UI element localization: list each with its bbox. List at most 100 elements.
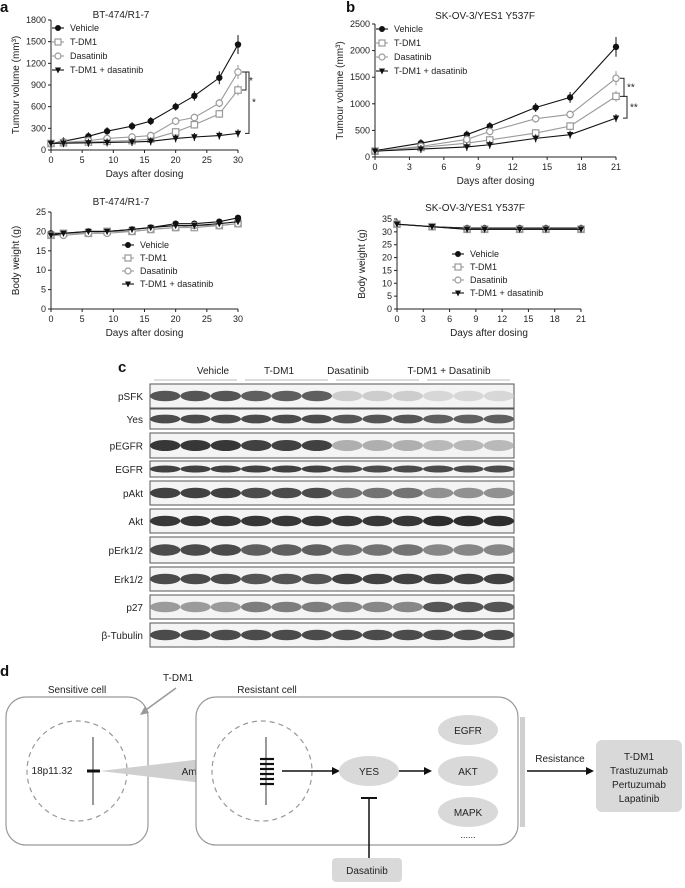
marker-triangle-down [379,68,385,75]
marker-circle-filled [455,251,461,257]
blot-band [240,544,272,556]
legend-label: T-DM1 + dasatinib [70,65,143,75]
chart-title: BT-474/R1-7 [93,10,150,21]
y-tick-label: 35 [382,214,392,224]
blot-row-label: Akt [129,517,144,528]
y-tick-label: 5 [41,285,46,295]
y-tick-label: 0 [41,304,46,314]
blot-band [240,414,272,424]
blot-band [150,440,181,451]
blot-group-label: T-DM1 + Dasatinib [407,366,491,377]
x-tick-label: 12 [497,314,507,324]
blot-band [423,573,454,585]
blot-row-label: pAkt [123,489,143,500]
blot-band [271,544,302,556]
marker-triangle-down [103,228,111,236]
x-tick-label: 30 [233,314,243,324]
legend-label: Dasatinib [140,266,178,276]
y-tick-label: 0 [41,145,46,155]
dasatinib-label: Dasatinib [346,866,388,877]
y-tick-label: 0 [365,152,370,162]
resistant-cell-label: Resistant cell [237,685,296,696]
blot-band [150,390,181,402]
blot-band [362,629,393,641]
blot-band [150,573,181,585]
blot-row-label: EGFR [115,465,143,476]
chart-title: SK-OV-3/YES1 Y537F [425,203,525,214]
marker-triangle-down [463,226,471,233]
series-line [50,71,239,145]
blot-band [150,414,181,424]
drug-label: Lapatinib [619,794,660,805]
marker-triangle-down [393,221,401,228]
panel-letter-d: d [0,663,9,680]
blot-band [392,601,424,613]
marker-circle-open [454,276,462,284]
blot-band [423,440,454,451]
blot-band [423,414,454,424]
blot-band [392,487,424,499]
blot-band [453,414,484,424]
akt-node [438,756,498,786]
blot-band [423,465,454,473]
yes-node [339,756,399,786]
legend-label: T-DM1 + dasatinib [394,66,467,76]
marker-triangle-down [172,222,179,230]
significance-star: ** [630,102,638,113]
blot-band [271,440,302,451]
marker-square-open [171,128,180,136]
marker-circle-open [612,74,620,83]
tdm1-arrowhead [140,706,149,715]
blot-band [423,487,454,499]
y-tick-label: 1500 [350,72,370,82]
blot-band [150,544,181,556]
blot-band [332,629,363,641]
blot-band [210,440,241,451]
blot-band [150,465,181,473]
blot-band [180,390,211,402]
marker-triangle-down [85,228,92,236]
chart-title: SK-OV-3/YES1 Y537F [435,11,535,22]
x-tick-label: 9 [473,314,478,324]
marker-triangle-down [60,140,67,147]
blot-group-label: Vehicle [197,366,230,377]
blot-band [453,487,484,499]
x-tick-label: 0 [48,155,53,165]
significance-star: * [252,98,256,109]
blot-band [332,544,363,556]
resistance-bar [520,717,525,827]
marker-square-open [54,38,62,46]
marker-circle-filled [125,242,131,248]
blot-band [301,573,333,585]
blot-band [271,629,302,641]
blot-band [240,390,272,402]
blot-band [301,629,333,641]
significance-bracket [623,95,628,119]
panel-letter-c: c [118,359,126,376]
marker-square-open [566,122,574,130]
blot-row-label: pSFK [118,392,143,403]
blot-group-label: T-DM1 [264,366,294,377]
x-tick-label: 20 [171,155,181,165]
blot-band [332,390,363,402]
marker-circle-open [531,114,540,123]
blot-band [240,465,272,473]
blot-band [301,465,333,473]
legend-label: Dasatinib [470,275,508,285]
blot-group-label: Dasatinib [327,366,369,377]
blot-band [210,629,241,641]
blot-band [392,515,424,527]
blot-band [301,544,333,556]
marker-triangle-down [455,290,461,297]
x-tick-label: 21 [611,162,621,172]
marker-circle-open [215,99,224,107]
blot-band [180,573,211,585]
y-tick-label: 900 [31,80,46,90]
blot-band [332,414,363,424]
blot-band [453,440,484,451]
legend-label: Vehicle [140,240,169,250]
blot-band [271,465,302,473]
y-tick-label: 25 [382,240,392,250]
x-tick-label: 21 [576,314,586,324]
blot-band [423,544,454,556]
